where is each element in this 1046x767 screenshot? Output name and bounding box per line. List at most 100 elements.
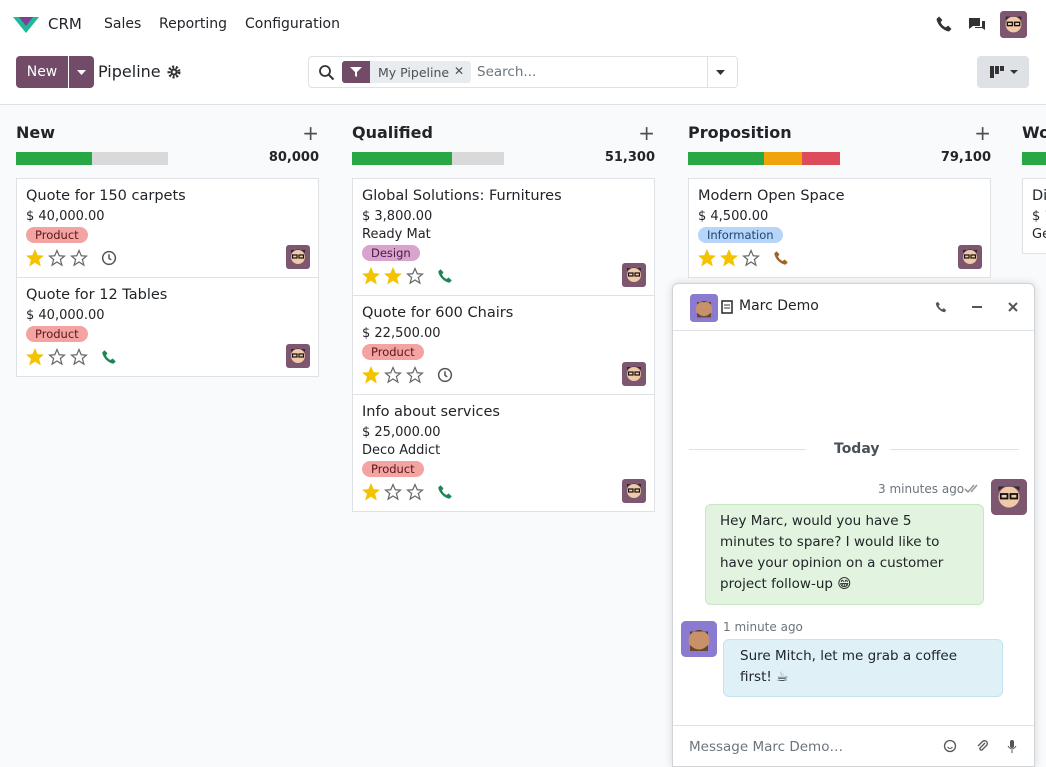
- chat-title[interactable]: Marc Demo: [739, 298, 819, 314]
- assignee-avatar: [622, 362, 646, 386]
- activity-icon[interactable]: [436, 267, 454, 285]
- phone-icon[interactable]: [934, 14, 954, 34]
- priority-star[interactable]: [70, 249, 88, 267]
- app-name[interactable]: CRM: [48, 15, 82, 33]
- card-amount: $ 40,000.00: [26, 308, 105, 323]
- settings-gear[interactable]: [167, 65, 181, 79]
- card-amount: $ 4,500.00: [698, 209, 769, 224]
- card-title: Quote for 600 Chairs: [362, 305, 514, 321]
- facet-remove[interactable]: ✕: [454, 64, 465, 78]
- assignee-avatar: [286, 344, 310, 368]
- card-amount: $ 25,000.00: [362, 425, 441, 440]
- card-footer: [26, 247, 310, 269]
- priority-star[interactable]: [384, 366, 402, 384]
- new-button[interactable]: New: [16, 56, 68, 88]
- priority-star[interactable]: [26, 348, 44, 366]
- emoji-button[interactable]: [943, 739, 957, 753]
- menu-item[interactable]: Reporting: [159, 16, 228, 32]
- priority-star[interactable]: [384, 267, 402, 285]
- priority-star[interactable]: [384, 483, 402, 501]
- priority-star[interactable]: [698, 249, 716, 267]
- separator-line: [689, 449, 806, 450]
- menu-item[interactable]: Configuration: [245, 16, 340, 32]
- message-bubble: Hey Marc, would you have 5 minutes to sp…: [705, 504, 984, 605]
- user-avatar[interactable]: [1000, 11, 1027, 38]
- kanban-card[interactable]: Modern Open Space $ 4,500.00 Information: [689, 179, 990, 277]
- column-title: Wo: [1022, 123, 1046, 142]
- tag: Product: [26, 326, 88, 342]
- priority-star[interactable]: [406, 366, 424, 384]
- close-button[interactable]: [1006, 300, 1020, 314]
- column-title: Proposition: [688, 123, 792, 142]
- chat-header: Marc Demo: [673, 284, 1034, 331]
- card-title: Info about services: [362, 404, 500, 420]
- card-amount: $ 3,800.00: [362, 209, 433, 224]
- column-title: New: [16, 123, 56, 142]
- chat-icon[interactable]: [967, 14, 987, 34]
- activity-icon[interactable]: [100, 348, 118, 366]
- separator-line: [890, 449, 1019, 450]
- priority-star[interactable]: [48, 348, 66, 366]
- priority-star[interactable]: [26, 249, 44, 267]
- priority-star[interactable]: [362, 267, 380, 285]
- card-footer: [698, 247, 982, 269]
- activity-icon[interactable]: [436, 366, 454, 384]
- filter-icon: [350, 67, 362, 77]
- progress-bar: [1022, 152, 1046, 165]
- kanban-column: Wo Di $ 1 Ge: [1022, 105, 1046, 305]
- search-bar[interactable]: My Pipeline ✕ Search...: [308, 56, 738, 88]
- assignee-avatar: [958, 245, 982, 269]
- progress-bar: [352, 152, 504, 165]
- message-time: 1 minute ago: [723, 620, 803, 634]
- priority-star[interactable]: [48, 249, 66, 267]
- card-customer: Ge: [1032, 227, 1046, 242]
- composer-placeholder[interactable]: Message Marc Demo…: [689, 739, 843, 755]
- kanban-card[interactable]: Global Solutions: Furnitures $ 3,800.00 …: [353, 179, 654, 296]
- add-card[interactable]: +: [302, 121, 319, 145]
- call-button[interactable]: [934, 300, 948, 314]
- menu-item[interactable]: Sales: [104, 16, 142, 32]
- card-list: Modern Open Space $ 4,500.00 Information: [688, 178, 991, 278]
- priority-star[interactable]: [70, 348, 88, 366]
- card-amount: $ 40,000.00: [26, 209, 105, 224]
- card-footer: [362, 481, 646, 503]
- card-title: Quote for 12 Tables: [26, 287, 168, 303]
- card-title: Di: [1032, 188, 1046, 204]
- priority-star[interactable]: [362, 366, 380, 384]
- kanban-column: New + 80,000 Quote for 150 carpets $ 40,…: [16, 105, 319, 405]
- kanban-card[interactable]: Quote for 600 Chairs $ 22,500.00 Product: [353, 296, 654, 395]
- attach-button[interactable]: [975, 739, 989, 753]
- assignee-avatar: [622, 263, 646, 287]
- kanban-card[interactable]: Quote for 150 carpets $ 40,000.00 Produc…: [17, 179, 318, 278]
- tag: Design: [362, 245, 420, 261]
- card-title: Global Solutions: Furnitures: [362, 188, 562, 204]
- kanban-card[interactable]: Info about services $ 25,000.00 Deco Add…: [353, 395, 654, 511]
- activity-icon[interactable]: [436, 483, 454, 501]
- kanban-card[interactable]: Quote for 12 Tables $ 40,000.00 Product: [17, 278, 318, 376]
- voice-button[interactable]: [1006, 739, 1018, 753]
- search-toggle[interactable]: [714, 67, 728, 77]
- priority-star[interactable]: [406, 483, 424, 501]
- add-card[interactable]: +: [638, 121, 655, 145]
- minimize-button[interactable]: [970, 300, 984, 314]
- column-total: 80,000: [268, 150, 319, 165]
- priority-star[interactable]: [720, 249, 738, 267]
- new-dropdown[interactable]: [69, 56, 94, 88]
- column-title: Qualified: [352, 123, 433, 142]
- view-switcher[interactable]: [977, 56, 1029, 88]
- priority-star[interactable]: [362, 483, 380, 501]
- priority-star[interactable]: [406, 267, 424, 285]
- tag: Information: [698, 227, 783, 243]
- app-logo[interactable]: [12, 14, 40, 34]
- activity-icon[interactable]: [772, 249, 790, 267]
- card-footer: [362, 364, 646, 386]
- contact-avatar: [690, 294, 718, 322]
- tag: Product: [26, 227, 88, 243]
- activity-icon[interactable]: [100, 249, 118, 267]
- composer-divider: [673, 725, 1034, 726]
- add-card[interactable]: +: [974, 121, 991, 145]
- card-footer: [362, 265, 646, 287]
- priority-star[interactable]: [742, 249, 760, 267]
- kanban-card[interactable]: Di $ 1 Ge: [1023, 179, 1046, 253]
- progress-bar: [688, 152, 840, 165]
